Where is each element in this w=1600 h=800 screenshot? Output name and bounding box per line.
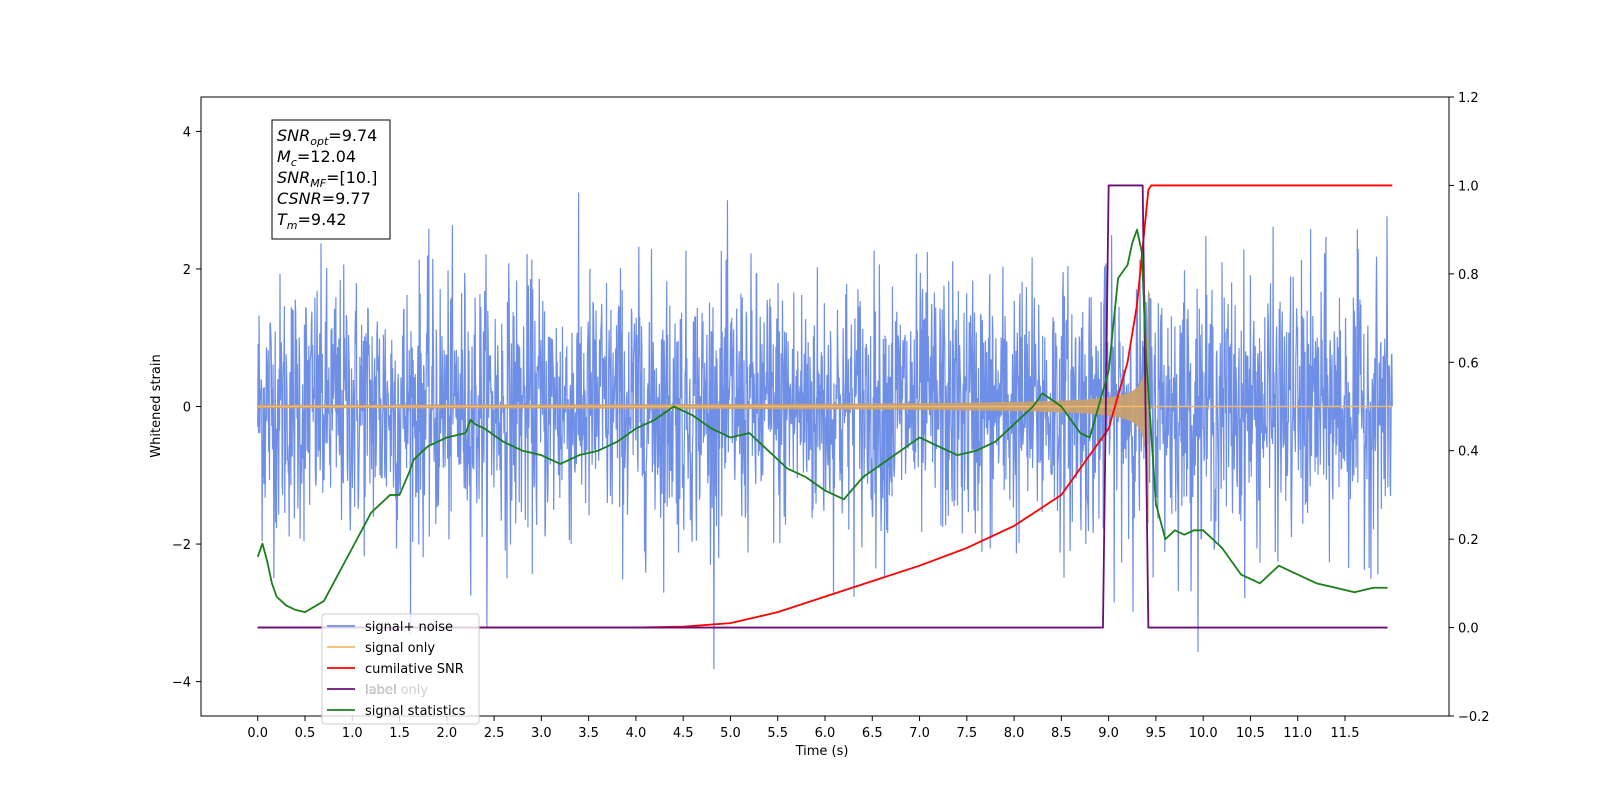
right-axis-series	[256, 184, 1393, 629]
x-tick-label: 4.5	[673, 726, 694, 741]
legend-label-signal-noise: signal+ noise	[365, 620, 453, 635]
x-tick-label: 9.5	[1146, 726, 1167, 741]
y-axis-left: 4 2 0 −2 −4	[172, 125, 201, 691]
x-tick-label: 5.5	[767, 726, 788, 741]
series-label	[257, 184, 1388, 629]
y-axis-right: 1.2 1.0 0.8 0.6 0.4 0.2 0.0 −0.2	[1449, 91, 1490, 725]
x-tick-label: 5.0	[720, 726, 741, 741]
x-tick-label: 10.5	[1236, 726, 1265, 741]
x-tick-label: 9.0	[1098, 726, 1119, 741]
y2-tick-label: 0.2	[1458, 533, 1479, 548]
legend-label-signal-statistics: signal statistics	[365, 704, 466, 719]
y2-tick-label: −0.2	[1458, 710, 1490, 725]
y2-tick-label: 1.2	[1458, 91, 1479, 106]
x-axis-title: Time (s)	[795, 744, 849, 759]
annotation-line-4: CSNR=9.77	[277, 189, 371, 208]
annotation-frame	[271, 119, 391, 240]
x-tick-label: 8.5	[1051, 726, 1072, 741]
y2-tick-label: 0.0	[1458, 622, 1479, 637]
legend-label-label: label	[365, 683, 396, 698]
x-tick-label: 11.5	[1331, 726, 1360, 741]
x-tick-label: 4.0	[626, 726, 647, 741]
legend: signal+ noise signal only cumilative SNR la…	[321, 613, 480, 725]
series-signal-statistics	[256, 228, 1388, 613]
annotation-line-3: SNRMF=[10.]	[277, 168, 377, 190]
x-tick-label: 11.0	[1283, 726, 1312, 741]
legend-frame	[321, 613, 480, 725]
legend-label-cumilative-snr: cumilative SNR	[365, 662, 464, 677]
series-signal-noise	[257, 192, 1393, 670]
series-cumilative-snr	[257, 184, 1393, 629]
y2-tick-label: 1.0	[1458, 179, 1479, 194]
annotation-line-2: Mc=12.04	[277, 147, 356, 169]
x-tick-label: 3.0	[531, 726, 552, 741]
y2-tick-label: 0.8	[1458, 268, 1479, 283]
x-tick-label: 0.5	[295, 726, 316, 741]
y-tick-label: 0	[183, 401, 191, 416]
y-axis-title: Whitened strain	[149, 354, 164, 457]
annotation-line-1: SNRopt=9.74	[277, 126, 377, 148]
x-tick-label: 2.5	[484, 726, 505, 741]
x-tick-label: 6.5	[862, 726, 883, 741]
x-tick-label: 7.0	[909, 726, 930, 741]
y-tick-label: −2	[172, 538, 191, 553]
signal-noise-line	[257, 192, 1393, 670]
x-tick-label: 6.0	[815, 726, 836, 741]
x-tick-label: 1.0	[342, 726, 363, 741]
series-signal-only	[257, 289, 1393, 524]
legend-label-label-only: label only	[365, 683, 428, 698]
y-tick-label: 2	[183, 263, 191, 278]
y2-tick-label: 0.6	[1458, 356, 1479, 371]
x-tick-label: 3.5	[578, 726, 599, 741]
x-tick-label: 10.0	[1189, 726, 1218, 741]
x-tick-label: 1.5	[389, 726, 410, 741]
y-tick-label: −4	[172, 676, 191, 691]
x-tick-label: 8.0	[1004, 726, 1025, 741]
y-tick-label: 4	[183, 125, 191, 140]
x-tick-label: 0.0	[247, 726, 268, 741]
x-tick-label: 2.0	[436, 726, 457, 741]
legend-label-signal-only: signal only	[365, 641, 435, 656]
x-axis: 0.0 0.5 1.0 1.5 2.0 2.5 3.0 3.5 4.0 4.5 5.0 5.5 6.0 6…	[247, 716, 1359, 741]
y2-tick-label: 0.4	[1458, 445, 1479, 460]
x-tick-label: 7.5	[956, 726, 977, 741]
annotation-line-5: Tm=9.42	[277, 210, 347, 232]
